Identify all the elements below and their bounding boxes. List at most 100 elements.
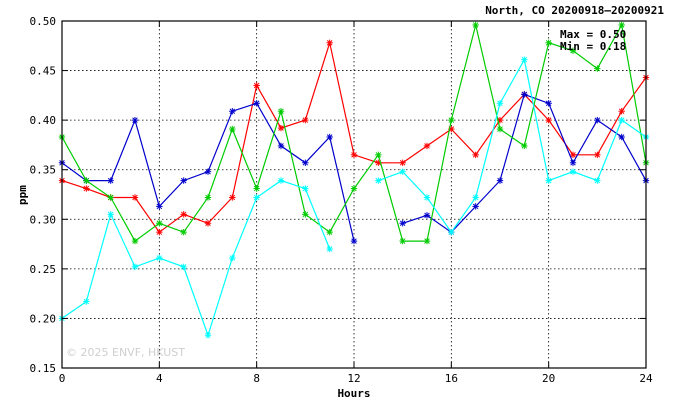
data-point-marker	[107, 177, 114, 184]
data-point-marker	[204, 332, 212, 339]
data-point-marker	[569, 151, 577, 159]
x-axis-title: Hours	[337, 387, 370, 400]
data-point-marker	[618, 21, 625, 29]
data-point-marker	[399, 168, 406, 175]
data-point-marker	[399, 159, 406, 166]
y-tick-label: 0.35	[30, 164, 57, 177]
marker-stroke	[375, 177, 382, 184]
marker-stroke	[132, 194, 138, 201]
data-point-marker	[229, 108, 236, 115]
data-point-marker	[326, 39, 333, 47]
marker-stroke	[107, 177, 114, 184]
marker-stroke	[205, 168, 211, 175]
series-line	[378, 57, 647, 234]
marker-stroke	[351, 185, 357, 192]
marker-stroke	[205, 194, 211, 201]
y-tick-label: 0.30	[30, 213, 57, 226]
marker-stroke	[545, 177, 552, 184]
data-point-marker	[229, 194, 236, 201]
marker-stroke	[253, 194, 260, 201]
data-point-marker	[156, 220, 163, 227]
data-point-marker	[277, 177, 285, 184]
marker-stroke	[424, 143, 430, 149]
marker-stroke	[205, 220, 211, 227]
marker-stroke	[399, 238, 406, 244]
data-point-marker	[594, 116, 601, 124]
marker-stroke	[448, 229, 455, 235]
marker-stroke	[472, 203, 479, 210]
copyright-watermark: © 2025 ENVF, HKUST	[66, 346, 185, 359]
marker-stroke	[448, 117, 455, 123]
data-point-marker	[131, 116, 139, 124]
marker-stroke	[545, 117, 552, 123]
data-point-marker	[83, 177, 90, 184]
marker-stroke	[472, 152, 479, 158]
marker-stroke	[107, 211, 114, 218]
marker-stroke	[472, 22, 479, 28]
data-point-marker	[569, 47, 577, 54]
data-point-marker	[350, 185, 358, 192]
marker-stroke	[180, 264, 187, 270]
y-tick-label: 0.50	[30, 15, 57, 28]
marker-stroke	[618, 117, 625, 123]
data-point-marker	[496, 100, 504, 107]
min-annotation: Min = 0.18	[560, 40, 626, 53]
marker-stroke	[180, 211, 187, 218]
marker-stroke	[302, 160, 309, 166]
marker-stroke	[594, 65, 601, 72]
marker-stroke	[253, 185, 260, 192]
x-tick-label: 20	[542, 372, 555, 385]
data-point-marker	[350, 237, 358, 245]
marker-stroke	[302, 211, 309, 218]
marker-stroke	[570, 152, 576, 158]
data-point-marker	[229, 125, 236, 133]
data-point-marker	[83, 185, 90, 192]
data-point-marker	[496, 125, 504, 133]
data-point-marker	[131, 194, 139, 201]
marker-stroke	[326, 134, 333, 140]
marker-stroke	[132, 264, 138, 270]
marker-stroke	[497, 177, 503, 184]
data-point-marker	[253, 194, 260, 201]
marker-stroke	[399, 168, 406, 175]
marker-stroke	[521, 56, 528, 63]
data-point-marker	[180, 177, 187, 184]
data-point-marker	[180, 228, 187, 236]
data-point-marker	[277, 108, 285, 115]
data-point-marker	[545, 39, 552, 47]
data-point-marker	[180, 211, 187, 218]
marker-stroke	[521, 143, 528, 149]
marker-stroke	[278, 177, 284, 184]
data-point-marker	[545, 116, 552, 124]
marker-stroke	[351, 152, 357, 158]
marker-stroke	[375, 152, 382, 158]
marker-stroke	[253, 100, 260, 107]
y-tick-label: 0.40	[30, 114, 57, 127]
x-tick-label: 4	[156, 372, 163, 385]
marker-stroke	[180, 229, 187, 235]
data-point-marker	[521, 91, 528, 98]
x-tick-label: 8	[253, 372, 260, 385]
y-tick-label: 0.20	[30, 312, 57, 325]
marker-stroke	[278, 108, 284, 114]
series-3	[58, 21, 650, 245]
data-point-marker	[253, 82, 260, 89]
marker-stroke	[497, 126, 503, 132]
marker-stroke	[594, 152, 601, 158]
marker-stroke	[570, 47, 576, 54]
data-point-marker	[423, 194, 431, 201]
data-point-marker	[521, 142, 528, 150]
grid	[62, 21, 646, 368]
marker-stroke	[205, 332, 211, 339]
data-point-marker	[326, 245, 333, 253]
y-tick-label: 0.15	[30, 362, 57, 375]
data-point-marker	[156, 254, 163, 262]
marker-stroke	[570, 160, 576, 166]
data-point-marker	[569, 159, 577, 166]
marker-stroke	[351, 238, 357, 244]
marker-stroke	[326, 229, 333, 235]
marker-stroke	[156, 229, 163, 235]
data-point-marker	[326, 133, 333, 141]
data-point-marker	[618, 133, 625, 141]
